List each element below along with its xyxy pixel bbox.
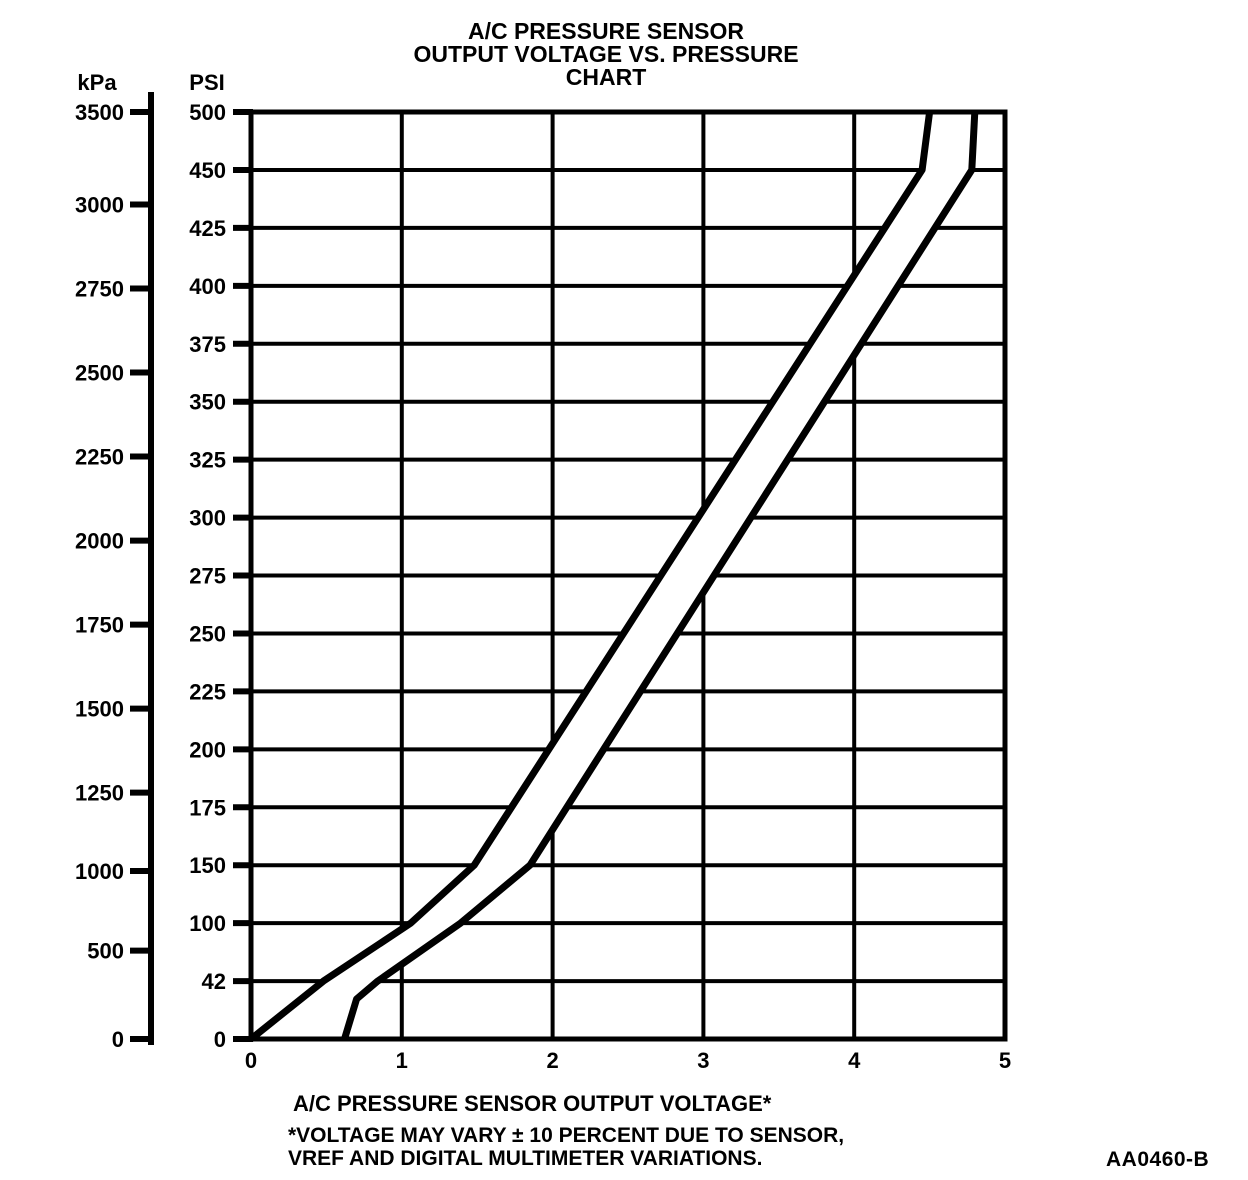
- voltage-tick-label-5: 5: [999, 1048, 1011, 1073]
- x-axis-label: A/C PRESSURE SENSOR OUTPUT VOLTAGE*: [293, 1091, 772, 1116]
- psi-tick-label-450: 450: [189, 158, 226, 183]
- voltage-tick-label-1: 1: [396, 1048, 408, 1073]
- kpa-tick-label-0: 0: [112, 1027, 124, 1052]
- psi-tick-label-42: 42: [202, 969, 226, 994]
- voltage-axis: 0 1 2 3 4 5: [245, 1048, 1011, 1073]
- chart-title-line-1: A/C PRESSURE SENSOR: [467, 18, 745, 44]
- chart-title: A/C PRESSURE SENSOR OUTPUT VOLTAGE VS. P…: [256, 20, 956, 89]
- psi-axis-title: PSI: [189, 70, 224, 95]
- kpa-tick-label-1000: 1000: [75, 859, 124, 884]
- tolerance-footnote: *VOLTAGE MAY VARY ± 10 PERCENT DUE TO SE…: [288, 1124, 844, 1170]
- pressure-vs-voltage-lower-tolerance-boundary: [341, 111, 979, 1041]
- kpa-tick-label-2750: 2750: [75, 276, 124, 301]
- pressure-vs-voltage-upper-tolerance-boundary: [248, 111, 934, 1042]
- voltage-tick-label-4: 4: [848, 1048, 861, 1073]
- kpa-tick-label-1250: 1250: [75, 781, 124, 806]
- psi-tick-label-350: 350: [189, 390, 226, 415]
- chart-title-line-3: CHART: [565, 64, 647, 90]
- figure-id: AA0460-B: [1106, 1148, 1210, 1171]
- kpa-tick-label-1750: 1750: [75, 613, 124, 638]
- kpa-tick-label-2500: 2500: [75, 361, 124, 386]
- voltage-tick-label-3: 3: [697, 1048, 709, 1073]
- sensor-output-curves: [248, 111, 979, 1042]
- kpa-tick-label-1500: 1500: [75, 697, 124, 722]
- kpa-tick-label-3000: 3000: [75, 192, 124, 217]
- kpa-axis: kPa 3500 3000 2750 2500 2250 2000 1750 1500 1250 1…: [75, 70, 154, 1052]
- psi-tick-label-0: 0: [214, 1027, 226, 1052]
- psi-tick-label-150: 150: [189, 853, 226, 878]
- psi-tick-label-500: 500: [189, 100, 226, 125]
- psi-tick-label-275: 275: [189, 564, 226, 589]
- kpa-axis-title: kPa: [77, 70, 117, 95]
- kpa-tick-label-500: 500: [87, 939, 124, 964]
- chart-title-line-2: OUTPUT VOLTAGE VS. PRESSURE: [413, 41, 799, 67]
- psi-tick-label-175: 175: [189, 795, 226, 820]
- tolerance-footnote-line-2: VREF AND DIGITAL MULTIMETER VARIATIONS.: [288, 1147, 763, 1170]
- kpa-tick-label-2250: 2250: [75, 445, 124, 470]
- psi-tick-label-375: 375: [189, 332, 226, 357]
- psi-tick-label-400: 400: [189, 274, 226, 299]
- psi-tick-label-250: 250: [189, 621, 226, 646]
- voltage-tick-label-0: 0: [245, 1048, 257, 1073]
- kpa-tick-label-3500: 3500: [75, 100, 124, 125]
- psi-tick-label-425: 425: [189, 216, 226, 241]
- psi-tick-label-200: 200: [189, 737, 226, 762]
- psi-tick-label-100: 100: [189, 911, 226, 936]
- psi-tick-label-300: 300: [189, 506, 226, 531]
- voltage-tick-label-2: 2: [546, 1048, 558, 1073]
- kpa-tick-label-2000: 2000: [75, 529, 124, 554]
- tolerance-footnote-line-1: *VOLTAGE MAY VARY ± 10 PERCENT DUE TO SE…: [288, 1124, 845, 1147]
- psi-tick-label-325: 325: [189, 448, 226, 473]
- psi-axis: PSI 500 450 425 400 375 350 325 300 275 250 225 200 1…: [189, 70, 253, 1052]
- psi-tick-label-225: 225: [189, 679, 226, 704]
